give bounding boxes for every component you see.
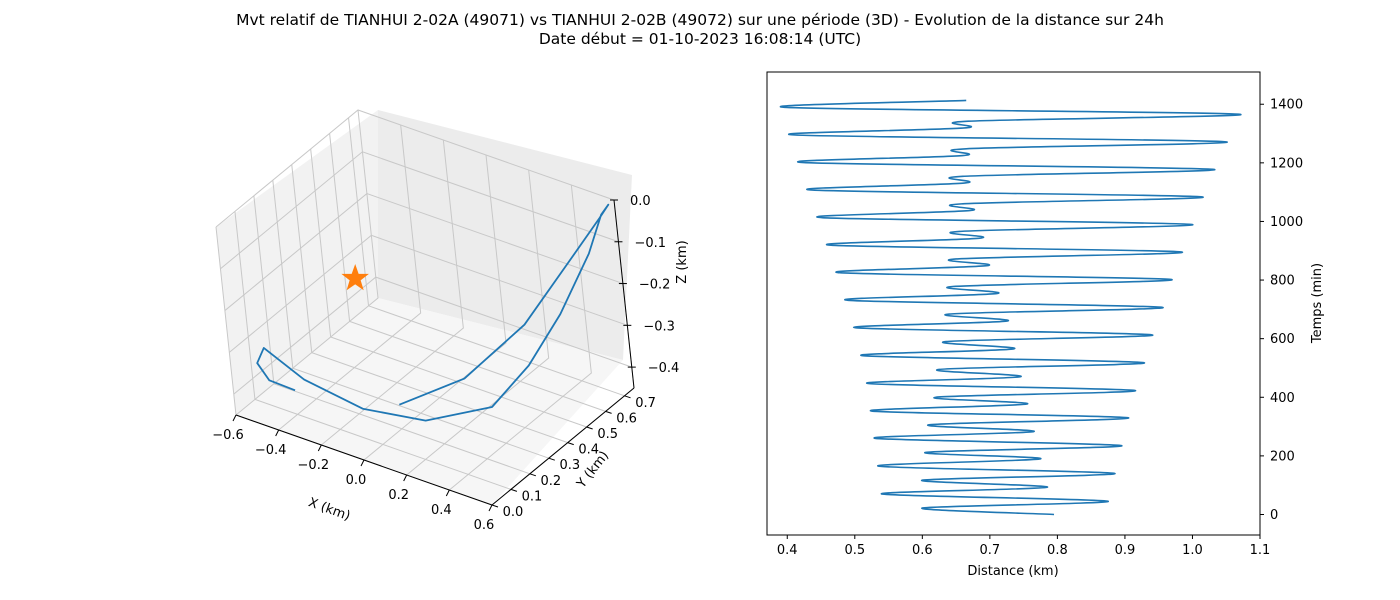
y-tick-3d bbox=[567, 442, 574, 446]
figure-title-line2: Date début = 01-10-2023 16:08:14 (UTC) bbox=[539, 30, 861, 48]
distance-line bbox=[779, 99, 1242, 516]
trajectory-3d bbox=[256, 203, 610, 422]
y-tick-label-3d: 0.1 bbox=[522, 489, 543, 504]
z-grid-line bbox=[224, 192, 624, 311]
x-tick-label-3d: 0.0 bbox=[346, 473, 367, 488]
axes-3d: −0.6−0.4−0.20.00.20.40.60.00.10.20.30.40… bbox=[212, 194, 679, 533]
y-tick-3d bbox=[586, 426, 593, 430]
y-axis-line-3d bbox=[491, 387, 635, 506]
x-tick-label: 0.9 bbox=[1115, 543, 1136, 558]
z-axis-line-3d bbox=[613, 199, 635, 389]
z-tick-label-3d: 0.0 bbox=[630, 194, 651, 209]
trajectory-line-3d bbox=[256, 203, 610, 422]
y-tick-label: 400 bbox=[1270, 391, 1295, 406]
y-tick-label-3d: 0.2 bbox=[541, 474, 562, 489]
y-grid-line bbox=[329, 133, 606, 412]
y-grid-line bbox=[291, 164, 568, 444]
y-tick-label-3d: 0.7 bbox=[635, 396, 656, 411]
x-tick-label-3d: −0.6 bbox=[212, 428, 244, 443]
z-grid-line bbox=[215, 109, 615, 228]
x-tick-3d bbox=[317, 444, 322, 452]
y-tick-label: 1200 bbox=[1270, 156, 1303, 171]
y-tick-label-3d: 0.4 bbox=[578, 443, 599, 458]
x-tick-label: 1.1 bbox=[1250, 543, 1271, 558]
x-tick-label-3d: −0.2 bbox=[298, 458, 330, 473]
y-tick-3d bbox=[510, 488, 518, 492]
start-star-marker bbox=[341, 263, 369, 291]
y-tick-label-3d: 0.5 bbox=[597, 427, 618, 442]
x-tick-3d bbox=[275, 429, 280, 437]
x-tick-3d bbox=[488, 504, 493, 512]
x-grid-line bbox=[235, 109, 379, 416]
y-tick-label-3d: 0.6 bbox=[616, 411, 637, 426]
y-tick-label-3d: 0.3 bbox=[559, 458, 580, 473]
pane-left bbox=[216, 110, 378, 415]
y-tick-3d bbox=[491, 504, 499, 508]
y-tick-label: 1400 bbox=[1270, 98, 1303, 113]
x-tick-label-3d: 0.4 bbox=[431, 503, 452, 518]
y-tick-3d bbox=[624, 395, 631, 399]
x-tick-label: 0.6 bbox=[912, 543, 933, 558]
y-tick-3d bbox=[529, 473, 537, 477]
distance-series-line bbox=[779, 99, 1242, 516]
plot-3d-trajectory: −0.6−0.4−0.20.00.20.40.60.00.10.20.30.40… bbox=[212, 109, 690, 533]
figure-title-line1: Mvt relatif de TIANHUI 2-02A (49071) vs … bbox=[236, 11, 1164, 29]
x-grid-line bbox=[406, 169, 550, 476]
z-tick-label-3d: −0.1 bbox=[634, 236, 666, 251]
x-tick-3d bbox=[232, 414, 237, 422]
pane-floor bbox=[236, 298, 623, 505]
x-tick-label: 0.5 bbox=[844, 543, 865, 558]
y-tick-3d bbox=[605, 410, 612, 414]
y-grid-line bbox=[348, 117, 625, 397]
x-tick-label-3d: 0.2 bbox=[388, 488, 409, 503]
ticks-2d: 0.4 0.5 0.6 0.7 0.8 0.9 1.0 1.1 0 200 400 600 800 100… bbox=[777, 98, 1303, 558]
y-tick-3d bbox=[548, 457, 555, 461]
z-axis-label-3d: Z (km) bbox=[675, 240, 690, 283]
z-grid-line bbox=[220, 151, 619, 270]
y-tick-label-3d: 0.0 bbox=[503, 505, 524, 520]
y-tick-label: 1000 bbox=[1270, 215, 1303, 230]
y-grid-line bbox=[234, 211, 512, 490]
x-grid-line bbox=[321, 139, 464, 446]
y-tick-label: 800 bbox=[1270, 274, 1295, 289]
x-tick-label: 1.0 bbox=[1182, 543, 1203, 558]
x-tick-3d bbox=[403, 474, 408, 482]
x-tick-3d bbox=[360, 459, 365, 467]
z-tick-label-3d: −0.3 bbox=[643, 319, 675, 334]
y-tick-label: 600 bbox=[1270, 332, 1295, 347]
x-axis-label: Distance (km) bbox=[967, 564, 1058, 579]
plot-distance-time: 0.4 0.5 0.6 0.7 0.8 0.9 1.0 1.1 0 200 400 600 800 100… bbox=[766, 71, 1325, 579]
y-axis-label: Temps (min) bbox=[1310, 263, 1325, 344]
y-tick-label: 0 bbox=[1270, 508, 1278, 523]
z-grid-line bbox=[229, 234, 628, 353]
x-tick-label-3d: −0.4 bbox=[255, 443, 287, 458]
y-tick-label: 200 bbox=[1270, 449, 1295, 464]
x-tick-label: 0.4 bbox=[777, 543, 798, 558]
z-tick-label-3d: −0.2 bbox=[639, 278, 671, 293]
x-grid-line bbox=[363, 154, 507, 461]
x-tick-3d bbox=[445, 489, 450, 497]
x-tick-label-3d: 0.6 bbox=[474, 518, 495, 533]
y-grid-line bbox=[253, 195, 531, 475]
x-tick-label: 0.7 bbox=[980, 543, 1001, 558]
x-tick-label: 0.8 bbox=[1047, 543, 1068, 558]
z-tick-label-3d: −0.4 bbox=[648, 361, 680, 376]
y-grid-line bbox=[272, 180, 549, 459]
